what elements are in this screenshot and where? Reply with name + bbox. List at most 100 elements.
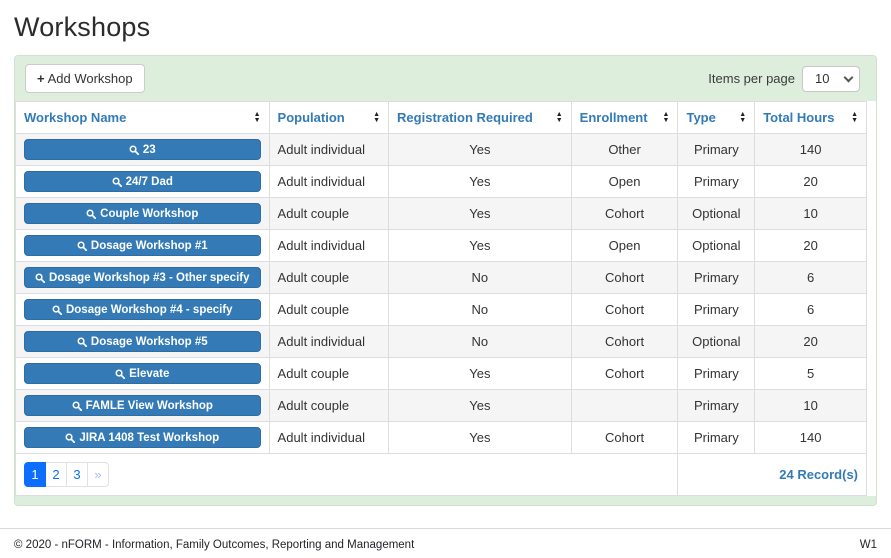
col-header-workshop-name[interactable]: Workshop Name ▲ ▼ [15,101,270,134]
pagination-cell: 1 2 3 » [15,453,679,496]
record-count: 24 Record(s) [677,453,867,496]
cell-total-hours: 20 [754,165,867,198]
cell-registration-required: Yes [388,133,572,166]
cell-population: Adult couple [268,197,390,230]
cell-type: Optional [677,197,756,230]
footer-version: W1 [859,539,877,551]
items-per-page-label: Items per page [708,71,795,86]
cell-population: Adult individual [268,229,390,262]
table-row: Dosage Workshop #4 - specify Adult couple… [15,293,867,326]
col-header-registration-required[interactable]: Registration Required ▲ ▼ [388,101,572,134]
col-header-type[interactable]: Type ▲ ▼ [677,101,756,134]
workshop-name-label: Dosage Workshop #3 - Other specify [49,271,250,284]
cell-enrollment: Cohort [570,357,679,390]
cell-type: Primary [677,389,756,422]
cell-enrollment: Cohort [570,197,679,230]
workshop-link-button[interactable]: Dosage Workshop #3 - Other specify [24,267,261,288]
cell-enrollment: Cohort [570,261,679,294]
cell-total-hours: 20 [754,325,867,358]
col-header-population[interactable]: Population ▲ ▼ [268,101,390,134]
cell-registration-required: No [388,325,572,358]
workshop-link-button[interactable]: Dosage Workshop #1 [24,235,261,256]
cell-workshop-name: 24/7 Dad [15,165,270,198]
cell-total-hours: 10 [754,389,867,422]
add-workshop-label: Add Workshop [47,71,133,86]
table-wrap: Workshop Name ▲ ▼ Population ▲ ▼ Registratio… [15,101,876,496]
workshop-link-button[interactable]: JIRA 1408 Test Workshop [24,427,261,448]
sort-icon[interactable]: ▲ ▼ [555,110,563,124]
cell-workshop-name: Couple Workshop [15,197,270,230]
cell-population: Adult individual [268,325,390,358]
items-per-page-select-wrap: 10 [802,65,860,92]
cell-enrollment: Open [570,229,679,262]
sort-icon[interactable]: ▲ ▼ [739,110,747,124]
workshop-link-button[interactable]: Couple Workshop [24,203,261,224]
cell-enrollment: Cohort [570,421,679,454]
search-icon [86,209,97,219]
add-workshop-button[interactable]: + Add Workshop [25,64,145,93]
table-row: Elevate Adult couple Yes Cohort Primary 5 [15,357,867,390]
cell-enrollment: Cohort [570,293,679,326]
sort-icon[interactable]: ▲ ▼ [253,110,261,124]
search-icon [129,145,139,155]
cell-total-hours: 140 [754,421,867,454]
workshop-name-label: Dosage Workshop #5 [90,335,208,348]
workshop-link-button[interactable]: Dosage Workshop #4 - specify [24,299,261,320]
cell-type: Optional [677,325,756,358]
cell-workshop-name: Elevate [15,357,270,390]
workshop-link-button[interactable]: 23 [24,139,261,160]
table-row: 23 Adult individual Yes Other Primary 140 [15,133,867,166]
table-row: FAMLE View Workshop Adult couple Yes Primar… [15,389,867,422]
panel-bottom-strip [15,496,876,505]
table-row: Dosage Workshop #1 Adult individual Yes Ope… [15,229,867,262]
workshop-link-button[interactable]: Elevate [24,363,261,384]
panel-toolbar: + Add Workshop Items per page 10 [15,56,876,101]
workshops-table: Workshop Name ▲ ▼ Population ▲ ▼ Registratio… [15,101,867,496]
pagination-page-2[interactable]: 2 [45,462,67,487]
cell-type: Primary [677,293,756,326]
cell-enrollment: Cohort [570,325,679,358]
pagination-next-button[interactable]: » [87,462,109,487]
sort-icon[interactable]: ▲ ▼ [851,110,858,124]
cell-workshop-name: FAMLE View Workshop [15,389,270,422]
cell-registration-required: Yes [388,421,572,454]
cell-registration-required: Yes [388,229,572,262]
table-footer-row: 1 2 3 » 24 Record(s) [15,453,867,496]
workshops-panel: + Add Workshop Items per page 10 [14,55,877,506]
page-title: Workshops [14,12,151,42]
workshop-link-button[interactable]: Dosage Workshop #5 [24,331,261,352]
workshop-name-label: JIRA 1408 Test Workshop [79,431,220,444]
footer-copyright: © 2020 - nFORM - Information, Family Out… [14,539,415,551]
cell-type: Primary [677,133,756,166]
cell-population: Adult individual [268,165,390,198]
workshop-link-button[interactable]: 24/7 Dad [24,171,261,192]
search-icon [72,401,82,411]
table-row: JIRA 1408 Test Workshop Adult individual Y… [15,421,867,454]
search-icon [65,433,76,443]
cell-registration-required: No [388,293,572,326]
pagination-page-3[interactable]: 3 [66,462,88,487]
workshop-name-label: Elevate [129,367,170,380]
search-icon [52,305,62,315]
table-row: 24/7 Dad Adult individual Yes Open Primary 20 [15,165,867,198]
cell-population: Adult individual [268,133,390,166]
table-row: Dosage Workshop #3 - Other specify Adult … [15,261,867,294]
page: Workshops + Add Workshop Items per page 1… [14,12,877,506]
pagination-page-1[interactable]: 1 [24,462,46,487]
cell-type: Primary [677,421,756,454]
col-header-total-hours[interactable]: Total Hours ▲ ▼ [754,101,867,134]
search-icon [112,177,122,187]
workshop-name-label: 24/7 Dad [125,175,173,188]
cell-registration-required: Yes [388,389,572,422]
items-per-page-group: Items per page 10 [708,65,866,92]
col-header-enrollment[interactable]: Enrollment ▲ ▼ [570,101,679,134]
cell-type: Primary [677,261,756,294]
cell-type: Optional [677,229,756,262]
sort-icon[interactable]: ▲ ▼ [373,110,381,124]
workshop-name-label: FAMLE View Workshop [85,399,213,412]
items-per-page-select[interactable]: 10 [802,65,860,92]
pagination: 1 2 3 » [24,462,109,487]
workshop-name-label: Dosage Workshop #1 [90,239,208,252]
sort-icon[interactable]: ▲ ▼ [662,110,670,124]
workshop-link-button[interactable]: FAMLE View Workshop [24,395,261,416]
